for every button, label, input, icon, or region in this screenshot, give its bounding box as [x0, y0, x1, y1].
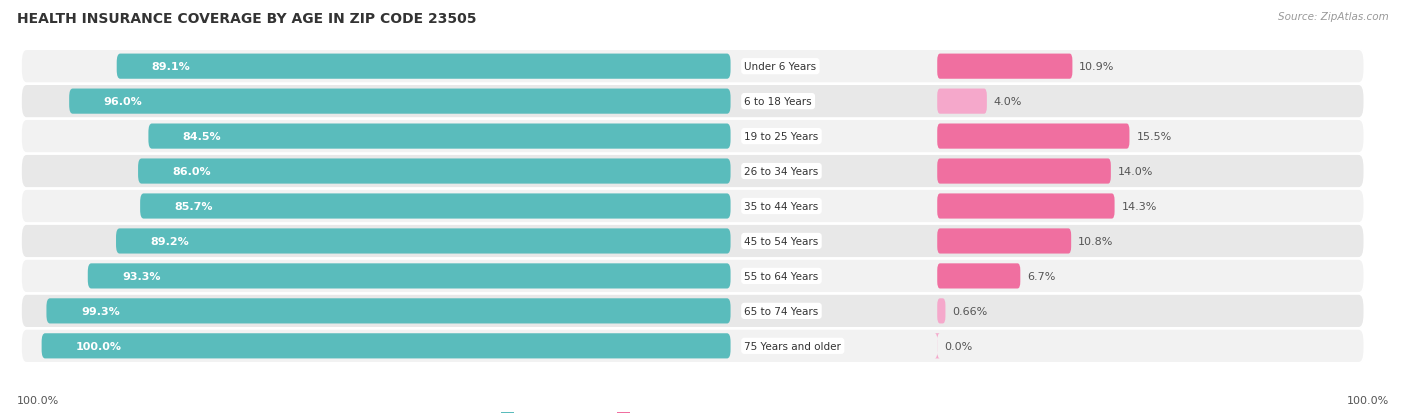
Text: 93.3%: 93.3%: [122, 271, 160, 281]
FancyBboxPatch shape: [21, 154, 1364, 189]
Text: 99.3%: 99.3%: [82, 306, 120, 316]
Text: 6.7%: 6.7%: [1028, 271, 1056, 281]
FancyBboxPatch shape: [938, 159, 1111, 184]
Text: 35 to 44 Years: 35 to 44 Years: [744, 202, 818, 211]
FancyBboxPatch shape: [938, 124, 1129, 150]
FancyBboxPatch shape: [21, 294, 1364, 328]
Text: 84.5%: 84.5%: [183, 132, 222, 142]
Text: 0.66%: 0.66%: [952, 306, 987, 316]
Text: 85.7%: 85.7%: [174, 202, 214, 211]
Text: 89.2%: 89.2%: [150, 236, 190, 247]
FancyBboxPatch shape: [21, 190, 1364, 223]
Text: 10.8%: 10.8%: [1078, 236, 1114, 247]
Text: 100.0%: 100.0%: [76, 341, 122, 351]
Text: Source: ZipAtlas.com: Source: ZipAtlas.com: [1278, 12, 1389, 22]
Legend: With Coverage, Without Coverage: With Coverage, Without Coverage: [496, 408, 744, 413]
FancyBboxPatch shape: [46, 299, 731, 324]
FancyBboxPatch shape: [938, 55, 1073, 80]
Text: 10.9%: 10.9%: [1080, 62, 1115, 72]
FancyBboxPatch shape: [117, 229, 731, 254]
Text: 14.3%: 14.3%: [1122, 202, 1157, 211]
FancyBboxPatch shape: [141, 194, 731, 219]
Text: 14.0%: 14.0%: [1118, 166, 1153, 177]
Text: 100.0%: 100.0%: [1347, 395, 1389, 405]
FancyBboxPatch shape: [138, 159, 731, 184]
FancyBboxPatch shape: [21, 224, 1364, 259]
Text: 26 to 34 Years: 26 to 34 Years: [744, 166, 818, 177]
FancyBboxPatch shape: [935, 333, 941, 358]
Text: 45 to 54 Years: 45 to 54 Years: [744, 236, 818, 247]
FancyBboxPatch shape: [938, 229, 1071, 254]
Text: 96.0%: 96.0%: [104, 97, 142, 107]
FancyBboxPatch shape: [21, 329, 1364, 363]
Text: 86.0%: 86.0%: [173, 166, 211, 177]
Text: 0.0%: 0.0%: [945, 341, 973, 351]
Text: 4.0%: 4.0%: [994, 97, 1022, 107]
Text: 6 to 18 Years: 6 to 18 Years: [744, 97, 811, 107]
Text: Under 6 Years: Under 6 Years: [744, 62, 817, 72]
Text: HEALTH INSURANCE COVERAGE BY AGE IN ZIP CODE 23505: HEALTH INSURANCE COVERAGE BY AGE IN ZIP …: [17, 12, 477, 26]
FancyBboxPatch shape: [69, 89, 731, 114]
Text: 100.0%: 100.0%: [17, 395, 59, 405]
FancyBboxPatch shape: [21, 85, 1364, 119]
FancyBboxPatch shape: [87, 263, 731, 289]
Text: 19 to 25 Years: 19 to 25 Years: [744, 132, 818, 142]
Text: 65 to 74 Years: 65 to 74 Years: [744, 306, 818, 316]
FancyBboxPatch shape: [21, 259, 1364, 293]
Text: 55 to 64 Years: 55 to 64 Years: [744, 271, 818, 281]
FancyBboxPatch shape: [938, 89, 987, 114]
FancyBboxPatch shape: [21, 50, 1364, 84]
Text: 15.5%: 15.5%: [1136, 132, 1171, 142]
Text: 89.1%: 89.1%: [152, 62, 190, 72]
FancyBboxPatch shape: [21, 120, 1364, 154]
FancyBboxPatch shape: [938, 194, 1115, 219]
Text: 75 Years and older: 75 Years and older: [744, 341, 841, 351]
FancyBboxPatch shape: [149, 124, 731, 150]
FancyBboxPatch shape: [117, 55, 731, 80]
FancyBboxPatch shape: [938, 299, 945, 324]
FancyBboxPatch shape: [42, 333, 731, 358]
FancyBboxPatch shape: [938, 263, 1021, 289]
